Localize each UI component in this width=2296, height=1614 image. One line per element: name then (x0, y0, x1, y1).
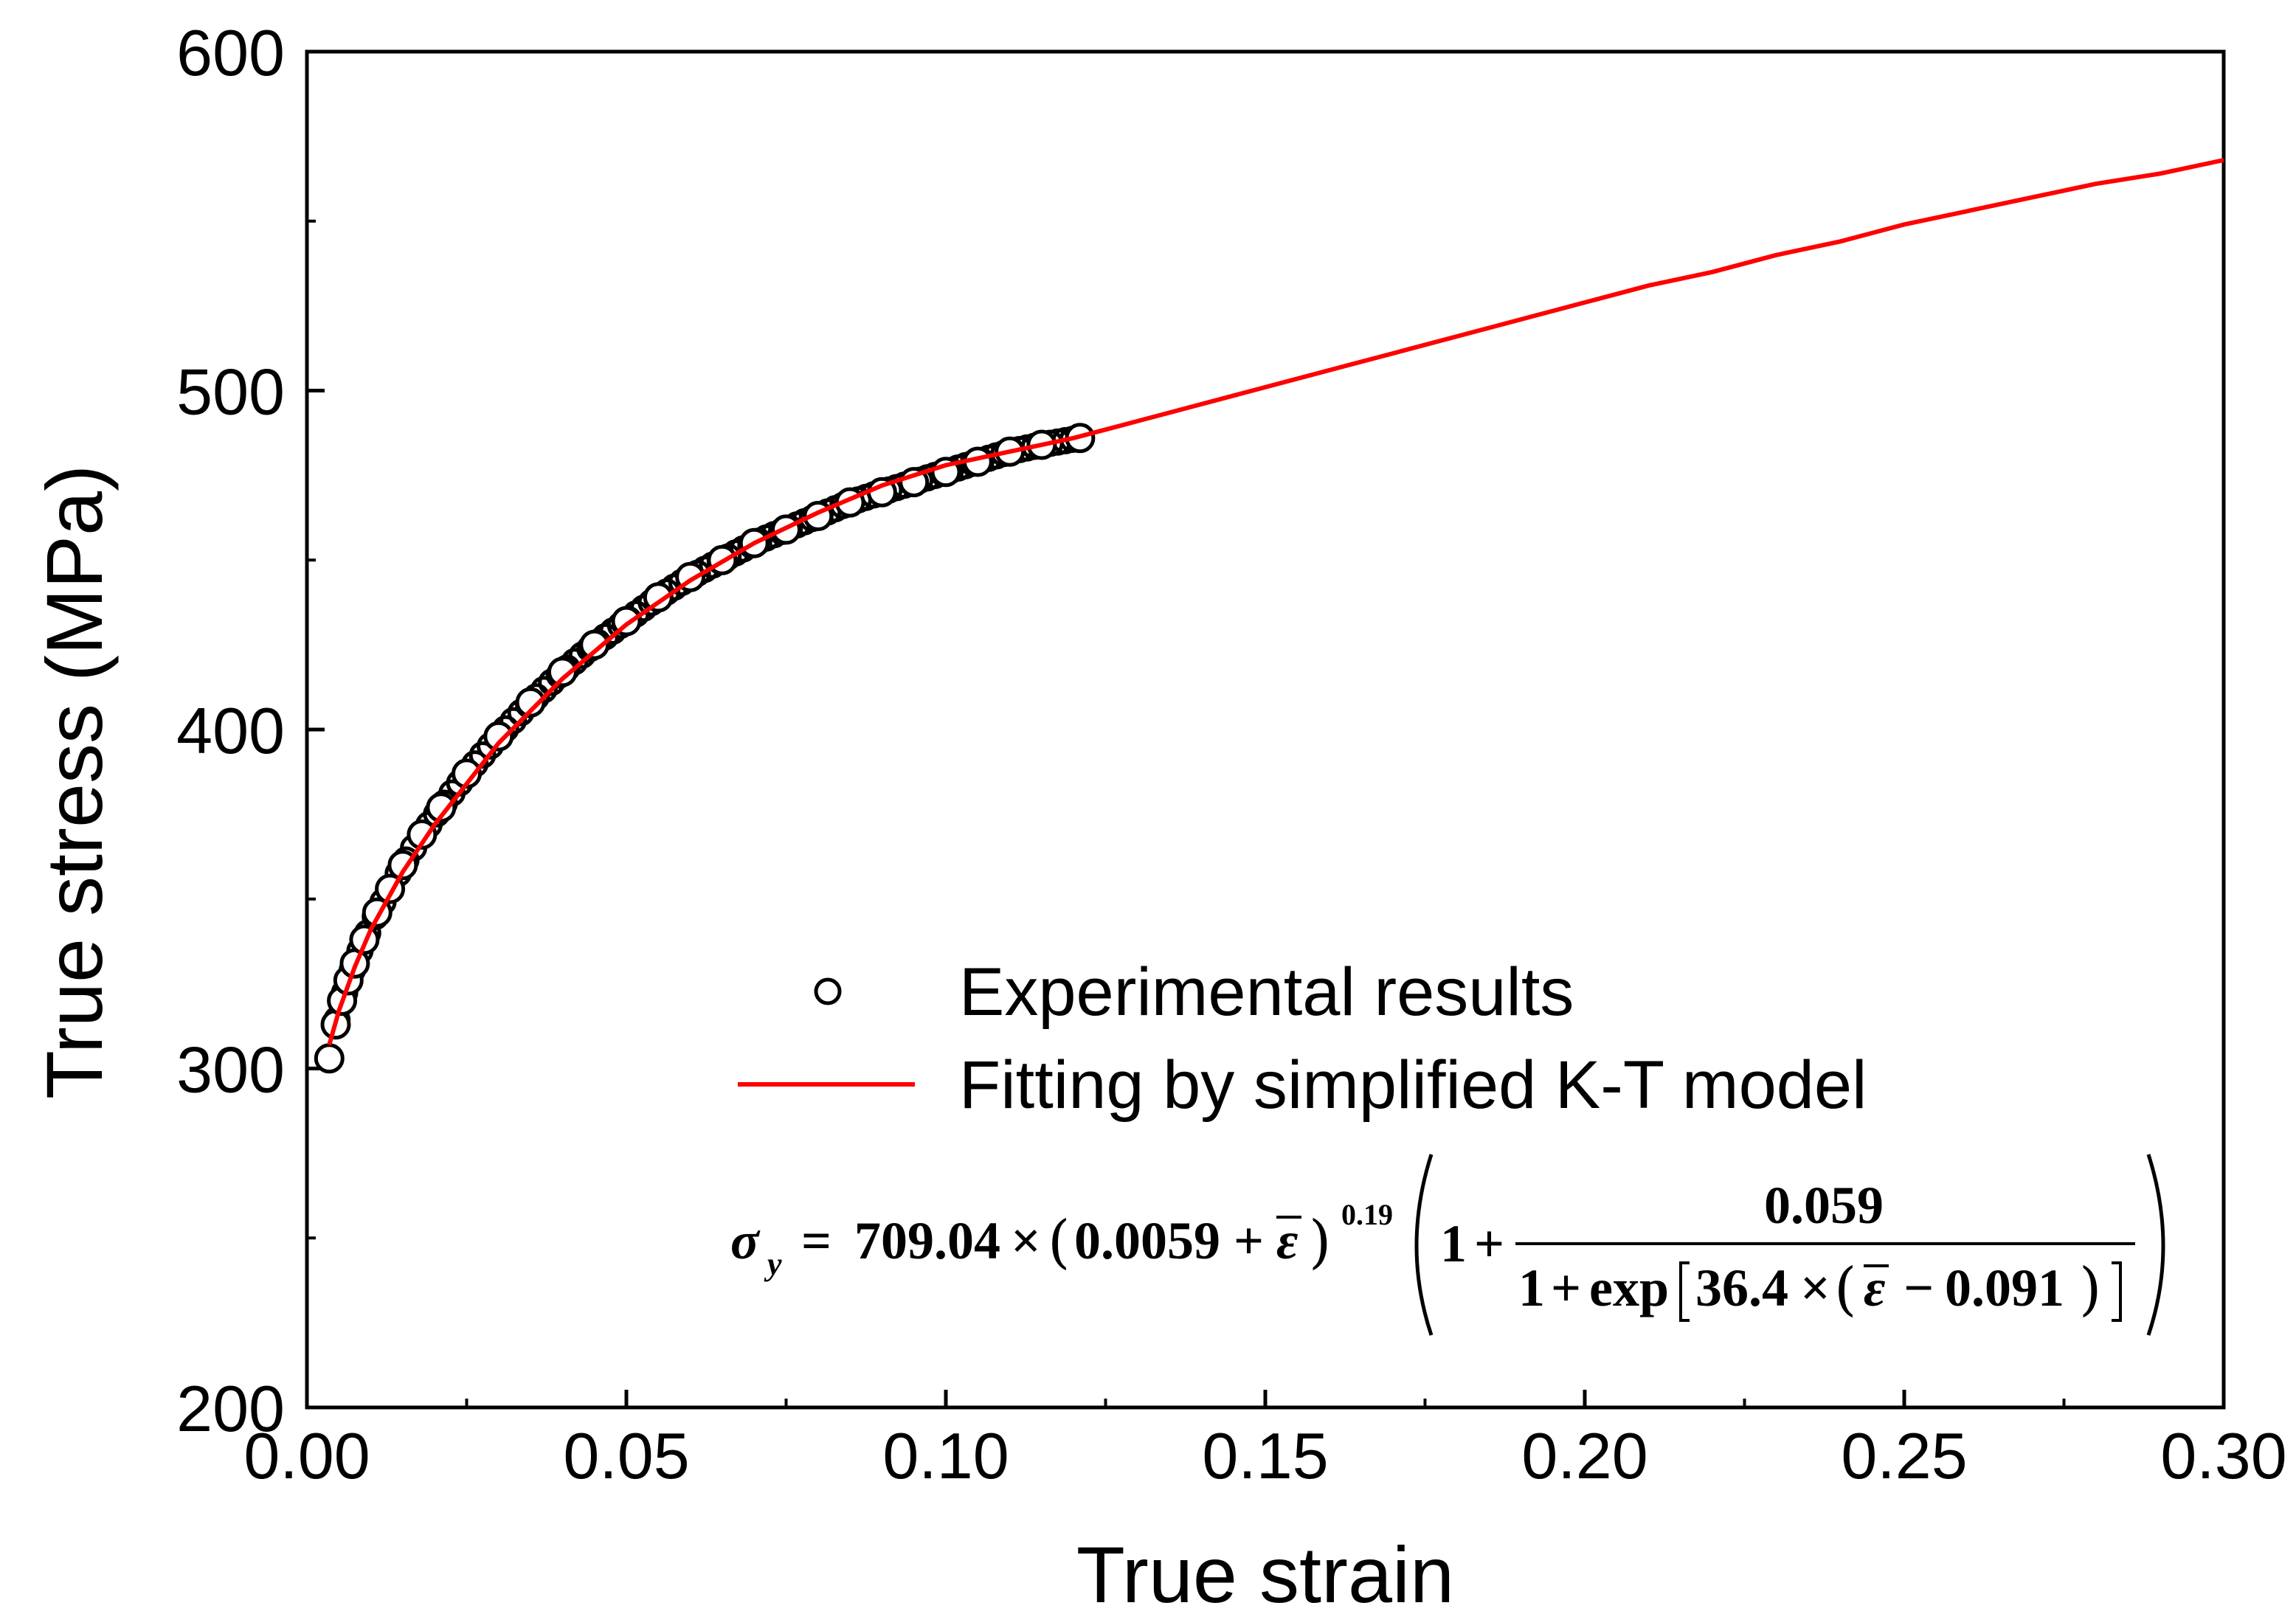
eq-times-1: × (1011, 1211, 1041, 1270)
eq-rparen-2: ) (2079, 1256, 2101, 1323)
x-tick-label: 0.10 (882, 1419, 1009, 1492)
experimental-point (483, 721, 514, 752)
experimental-point (643, 582, 674, 613)
y-axis-title: True stress (MPa) (30, 465, 119, 1099)
plot-frame (305, 49, 2226, 1410)
eq-exp: exp (1589, 1258, 1669, 1317)
legend-label-experimental: Experimental results (959, 955, 1574, 1030)
eq-numerator: 0.059 (1764, 1176, 1884, 1235)
experimental-point (547, 657, 578, 687)
eq-shift: 0.091 (1945, 1258, 2064, 1317)
eq-plus-2: + (1474, 1214, 1504, 1273)
equation: σ y = 709.04 × ( 0.0059 + ε ) 0.19 1 + 0… (730, 1154, 2165, 1336)
eq-plus-3: + (1551, 1258, 1581, 1317)
eq-base-const: 0.0059 (1074, 1211, 1220, 1270)
y-tick-label: 400 (176, 694, 285, 767)
legend-marker-experimental (814, 977, 842, 1005)
x-tick-label: 0.20 (1521, 1419, 1647, 1492)
eq-big-lparen (1414, 1154, 1434, 1336)
eq-lhs-sub: y (764, 1246, 782, 1282)
legend-label-fit: Fitting by simplified K-T model (959, 1047, 1867, 1123)
y-axis-ticks: 200 300 400 500 600 (176, 16, 325, 1445)
y-tick-label: 200 (176, 1372, 285, 1445)
eq-plus-1: + (1234, 1211, 1264, 1270)
experimental-point (314, 1043, 345, 1074)
x-axis-title: True strain (1076, 1530, 1454, 1614)
legend: Experimental results Fitting by simplifi… (738, 955, 1867, 1123)
experimental-point (499, 707, 528, 735)
experimental-point (579, 629, 610, 660)
y-tick-label: 300 (176, 1033, 285, 1106)
x-tick-label: 0.25 (1841, 1419, 1967, 1492)
eq-coef: 709.04 (854, 1211, 1000, 1270)
fit-series-line (327, 158, 2224, 1046)
eq-lparen-1: ( (1048, 1209, 1070, 1275)
eq-lbracket (1679, 1261, 1690, 1322)
x-tick-label: 0.05 (563, 1419, 689, 1492)
eq-exponent: 0.19 (1341, 1198, 1393, 1231)
experimental-point (426, 792, 457, 823)
eq-den-one: 1 (1518, 1258, 1545, 1317)
x-axis-ticks: 0.00 0.05 0.10 0.15 0.20 0.25 0.30 (243, 1390, 2287, 1492)
x-tick-label: 0.15 (1202, 1419, 1328, 1492)
x-tick-label: 0.00 (243, 1419, 370, 1492)
eq-k: 36.4 (1695, 1258, 1788, 1317)
eq-epsilon-2: ε (1864, 1258, 1886, 1317)
x-tick-label: 0.30 (2160, 1419, 2286, 1492)
y-tick-label: 600 (176, 16, 285, 89)
eq-minus: − (1903, 1258, 1934, 1317)
experimental-point (515, 687, 546, 718)
eq-big-rparen (2146, 1154, 2165, 1336)
eq-rbracket (2112, 1261, 2122, 1322)
eq-equals: = (801, 1211, 831, 1270)
experimental-point (407, 819, 438, 850)
y-tick-label: 500 (176, 356, 285, 429)
eq-lparen-2: ( (1834, 1256, 1856, 1323)
eq-times-2: × (1800, 1258, 1830, 1317)
eq-rparen-1: ) (1309, 1209, 1331, 1275)
eq-epsilon-1: ε (1276, 1211, 1299, 1270)
eq-one: 1 (1440, 1214, 1467, 1273)
eq-lhs: σ (730, 1211, 761, 1270)
